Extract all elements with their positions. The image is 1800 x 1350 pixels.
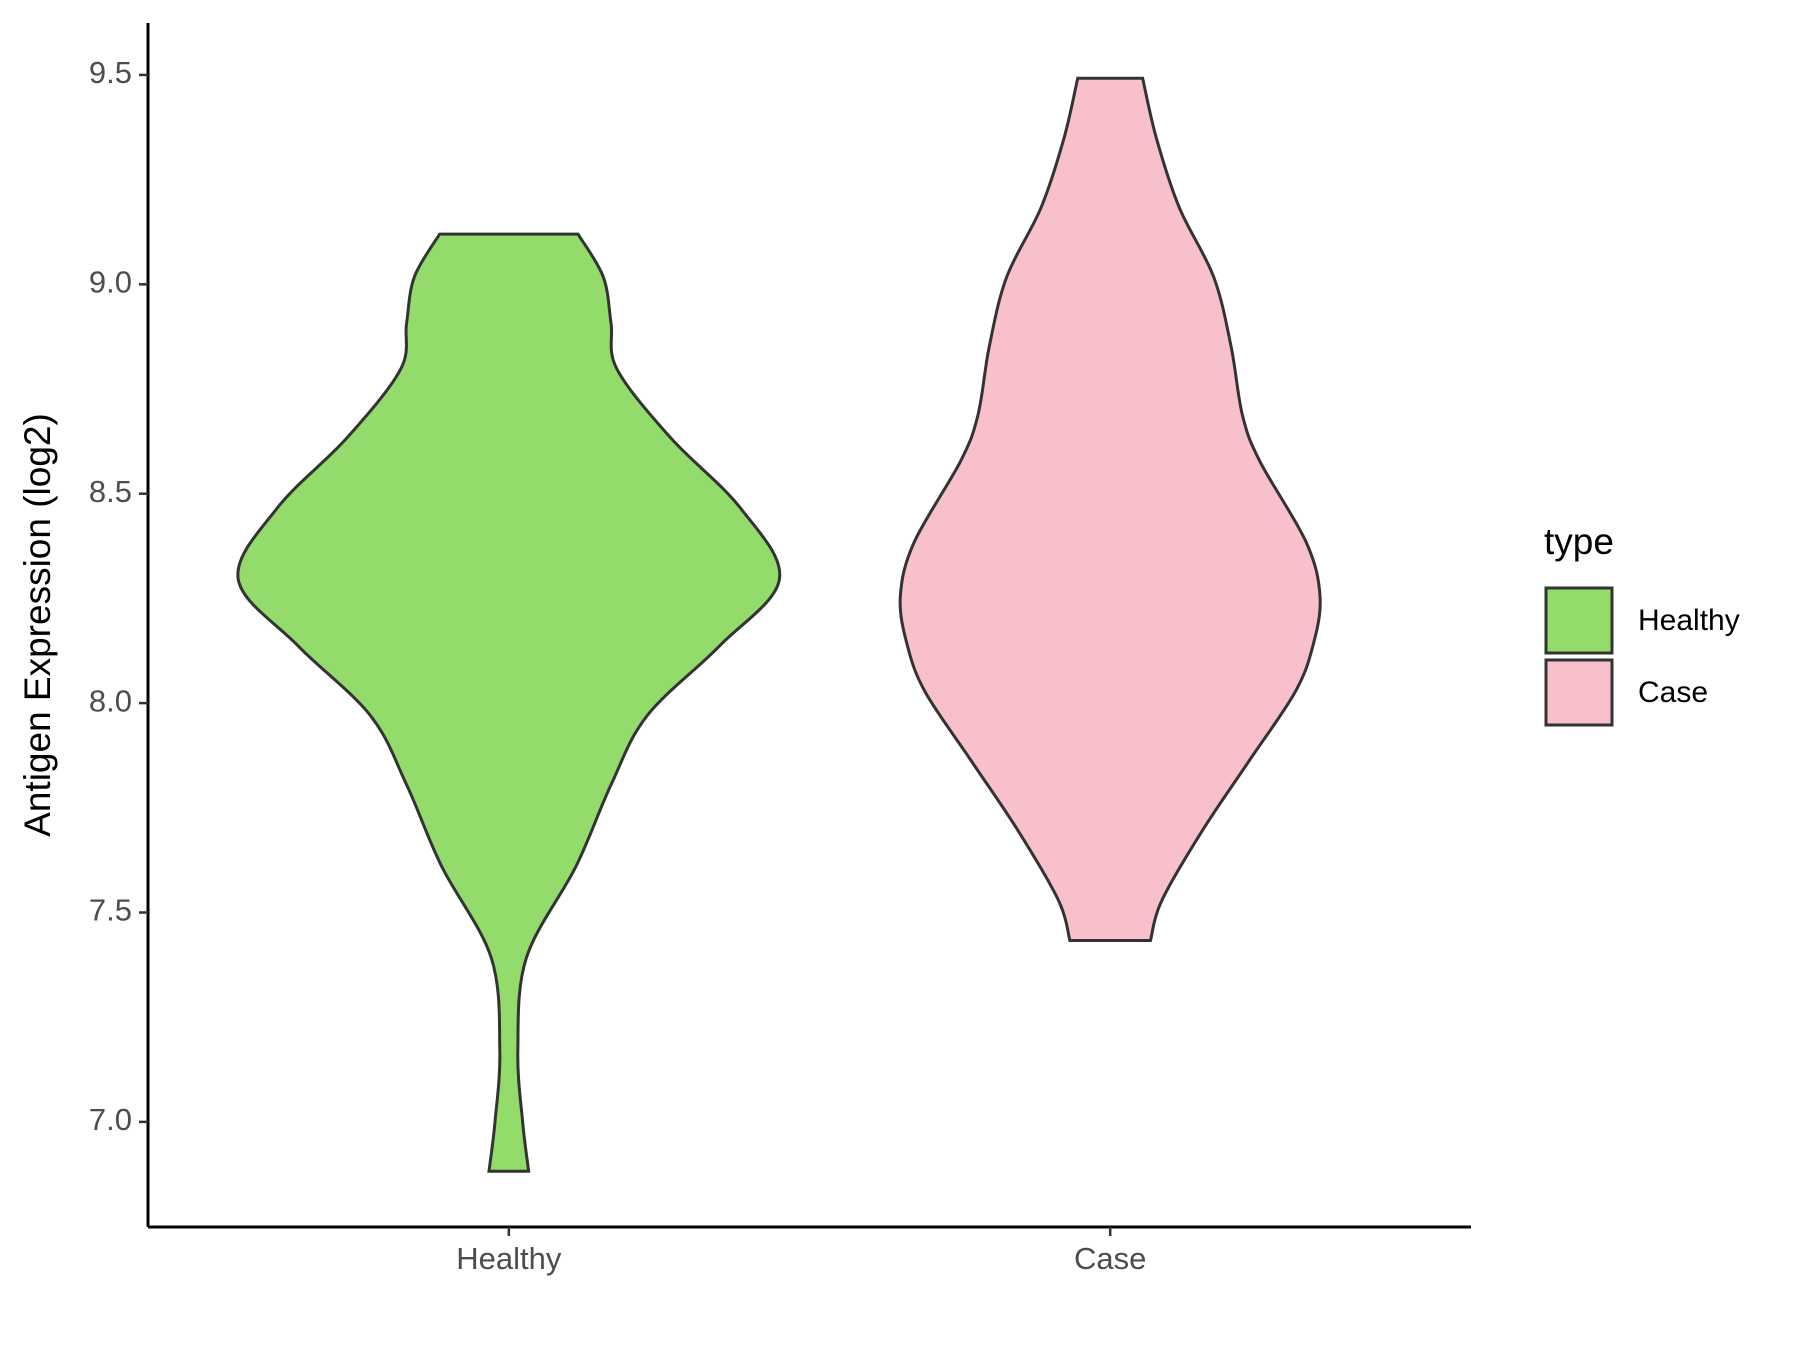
legend-key [1544, 586, 1614, 655]
legend-title: type [1544, 521, 1614, 562]
x-tick-label: Case [1074, 1241, 1146, 1276]
y-tick-label: 7.5 [89, 893, 132, 928]
y-tick-label: 9.5 [89, 55, 132, 90]
x-tick-label: Healthy [456, 1241, 562, 1276]
y-tick-label: 8.5 [89, 474, 132, 509]
y-axis-title: Antigen Expression (log2) [17, 413, 58, 837]
legend-key [1544, 658, 1614, 727]
legend-label: Healthy [1638, 604, 1740, 637]
legend-label: Case [1638, 676, 1708, 709]
y-tick-label: 7.0 [89, 1102, 132, 1137]
y-tick-label: 8.0 [89, 683, 132, 718]
violin [236, 232, 782, 1173]
violin [898, 76, 1322, 943]
y-tick-label: 9.0 [89, 265, 132, 300]
